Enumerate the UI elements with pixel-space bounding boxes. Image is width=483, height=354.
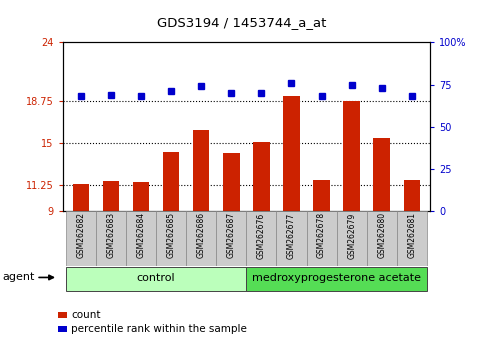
Bar <box>373 138 390 211</box>
Text: GSM262685: GSM262685 <box>167 212 176 258</box>
Bar <box>283 96 300 211</box>
Text: GSM262677: GSM262677 <box>287 212 296 258</box>
Bar <box>66 211 96 266</box>
Text: GSM262683: GSM262683 <box>106 212 115 258</box>
Bar <box>103 182 119 211</box>
Bar <box>66 267 246 291</box>
Bar <box>96 211 126 266</box>
Bar <box>337 211 367 266</box>
Bar <box>163 152 179 211</box>
Text: GSM262682: GSM262682 <box>76 212 85 258</box>
Bar <box>246 211 276 266</box>
Bar <box>276 211 307 266</box>
Text: agent: agent <box>2 273 35 282</box>
Bar <box>216 211 246 266</box>
Text: GSM262684: GSM262684 <box>137 212 145 258</box>
Text: GSM262679: GSM262679 <box>347 212 356 258</box>
Text: percentile rank within the sample: percentile rank within the sample <box>71 324 247 334</box>
Bar <box>313 181 330 211</box>
Bar <box>58 326 67 332</box>
Bar <box>253 142 270 211</box>
Bar <box>397 211 427 266</box>
Bar <box>193 130 210 211</box>
Bar <box>133 182 149 211</box>
Text: medroxyprogesterone acetate: medroxyprogesterone acetate <box>252 273 421 283</box>
Bar <box>156 211 186 266</box>
Text: GSM262681: GSM262681 <box>407 212 416 258</box>
Text: count: count <box>71 310 101 320</box>
Bar <box>126 211 156 266</box>
Text: GSM262678: GSM262678 <box>317 212 326 258</box>
Bar <box>343 101 360 211</box>
Bar <box>246 267 427 291</box>
Bar <box>367 211 397 266</box>
Bar <box>403 181 420 211</box>
Text: GSM262680: GSM262680 <box>377 212 386 258</box>
Text: GSM262676: GSM262676 <box>257 212 266 258</box>
Bar <box>186 211 216 266</box>
Bar <box>223 154 240 211</box>
Text: GSM262687: GSM262687 <box>227 212 236 258</box>
Bar <box>72 184 89 211</box>
Text: GDS3194 / 1453744_a_at: GDS3194 / 1453744_a_at <box>157 16 326 29</box>
Text: GSM262686: GSM262686 <box>197 212 206 258</box>
Text: control: control <box>137 273 175 283</box>
Bar <box>307 211 337 266</box>
Bar <box>58 312 67 318</box>
